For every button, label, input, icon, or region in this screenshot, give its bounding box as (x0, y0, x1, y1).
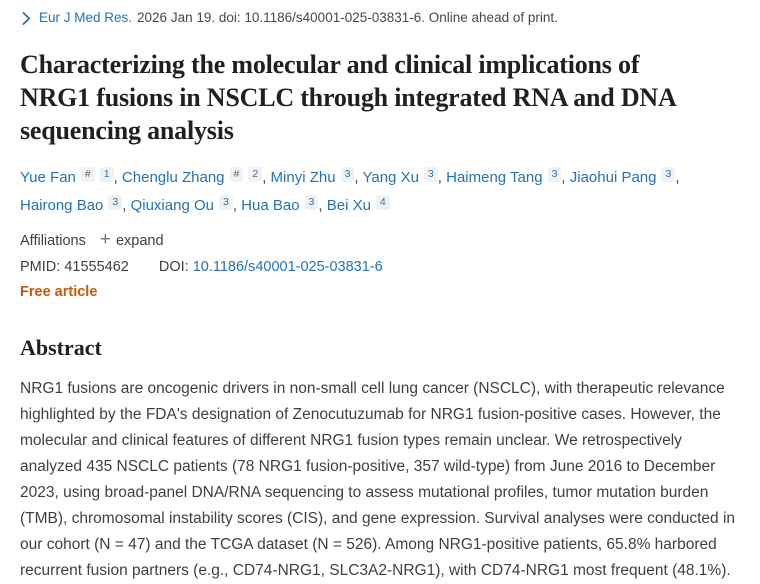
author-separator: , (561, 169, 570, 186)
author-separator: , (262, 169, 271, 186)
citation-bar: Eur J Med Res. 2026 Jan 19. doi: 10.1186… (20, 9, 744, 27)
author: Yang Xu 3 (362, 167, 438, 186)
identifiers-row: PMID: 41555462 DOI: 10.1186/s40001-025-0… (20, 259, 744, 275)
authors-list: Yue Fan #1, Chenglu Zhang #2, Minyi Zhu 3, … (20, 164, 744, 220)
affiliation-superscript[interactable]: 2 (248, 167, 263, 182)
author-separator: , (113, 169, 122, 186)
affiliation-superscript[interactable]: 1 (99, 167, 114, 182)
expand-affiliations-button[interactable]: + expand (99, 229, 164, 250)
affiliations-row: Affiliations + expand (20, 229, 744, 250)
affiliation-superscript[interactable]: 3 (218, 195, 233, 210)
affiliation-superscript[interactable]: 3 (547, 167, 562, 182)
author-link[interactable]: Chenglu Zhang (121, 169, 225, 186)
author-link[interactable]: Qiuxiang Ou (130, 197, 214, 214)
author-link[interactable]: Yue Fan (20, 169, 76, 186)
author: Haimeng Tang 3 (446, 167, 562, 186)
author-separator: , (675, 169, 680, 186)
journal-link[interactable]: Eur J Med Res. (39, 10, 133, 25)
author-separator: , (122, 197, 131, 214)
abstract-text: NRG1 fusions are oncogenic drivers in no… (20, 380, 736, 579)
affiliation-superscript[interactable]: 3 (340, 167, 355, 182)
author-separator: , (318, 197, 327, 214)
abstract-heading: Abstract (20, 335, 102, 360)
author: Qiuxiang Ou 3 (130, 195, 233, 214)
pmid-label: PMID: (20, 259, 61, 275)
author-link[interactable]: Bei Xu (326, 197, 371, 214)
author-link[interactable]: Haimeng Tang (446, 169, 543, 186)
free-article-badge: Free article (20, 284, 98, 300)
equal-contribution-marker[interactable]: # (80, 167, 95, 182)
author: Hairong Bao 3 (20, 195, 123, 214)
affiliation-superscript[interactable]: 3 (661, 167, 676, 182)
author-link[interactable]: Jiaohui Pang (569, 169, 657, 186)
author-separator: , (354, 169, 363, 186)
author: Minyi Zhu 3 (270, 167, 355, 186)
plus-icon: + (99, 229, 111, 250)
affiliation-superscript[interactable]: 3 (304, 195, 319, 210)
expand-label: expand (115, 233, 164, 249)
chevron-right-icon (22, 11, 31, 25)
author: Chenglu Zhang #2 (121, 167, 263, 186)
affiliations-label: Affiliations (20, 233, 86, 249)
author-link[interactable]: Hairong Bao (20, 197, 104, 214)
affiliation-superscript[interactable]: 3 (108, 195, 123, 210)
affiliation-superscript[interactable]: 3 (423, 167, 438, 182)
equal-contribution-marker[interactable]: # (229, 167, 244, 182)
pmid-group: PMID: 41555462 (20, 259, 129, 275)
author-link[interactable]: Minyi Zhu (270, 169, 336, 186)
affiliation-superscript[interactable]: 4 (375, 195, 390, 210)
doi-link[interactable]: 10.1186/s40001-025-03831-6 (192, 259, 383, 275)
pmid-value: 41555462 (64, 259, 129, 275)
author-link[interactable]: Yang Xu (362, 169, 419, 186)
author: Bei Xu 4 (326, 195, 390, 214)
author-link[interactable]: Hua Bao (241, 197, 300, 214)
doi-label: DOI: (158, 259, 189, 275)
author: Yue Fan #1 (20, 167, 114, 186)
citation-details: 2026 Jan 19. doi: 10.1186/s40001-025-038… (137, 10, 558, 25)
page-title: Characterizing the molecular and clinica… (20, 50, 676, 145)
doi-group: DOI: 10.1186/s40001-025-03831-6 (159, 259, 383, 275)
author-separator: , (232, 197, 242, 214)
author-separator: , (437, 169, 447, 186)
author: Jiaohui Pang 3 (569, 167, 676, 186)
author: Hua Bao 3 (241, 195, 319, 214)
